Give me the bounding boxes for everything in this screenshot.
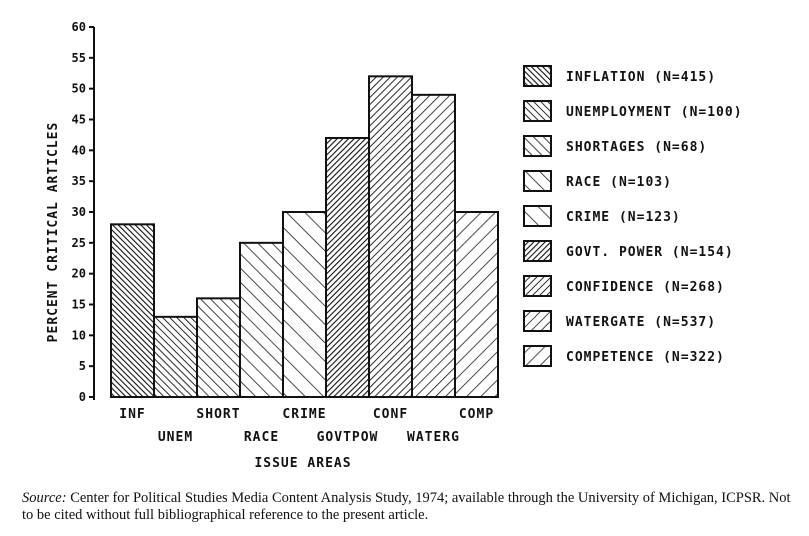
- legend-entry: CRIME (N=123): [566, 210, 681, 225]
- y-axis-label: PERCENT CRITICAL ARTICLES: [46, 122, 61, 343]
- legend-swatch: [523, 275, 552, 297]
- y-tick-label: 40: [72, 143, 86, 157]
- legend-swatch: [523, 100, 552, 122]
- bars: [110, 75, 499, 399]
- legend-swatch: [523, 135, 552, 157]
- legend-entry: INFLATION (N=415): [566, 70, 716, 85]
- x-tick-label: CRIME: [282, 407, 326, 422]
- bar-govtpow: [325, 137, 370, 398]
- y-tick-label: 30: [72, 205, 86, 219]
- legend-entry: WATERGATE (N=537): [566, 315, 716, 330]
- legend-entry: COMPETENCE (N=322): [566, 350, 725, 365]
- legend-swatch: [523, 205, 552, 227]
- source-note: Source: Center for Political Studies Med…: [22, 490, 792, 524]
- y-tick-label: 25: [72, 236, 86, 250]
- legend-entry: CONFIDENCE (N=268): [566, 280, 725, 295]
- bar-short: [196, 297, 241, 399]
- y-tick-label: 10: [72, 328, 86, 342]
- legend-swatch: [523, 170, 552, 192]
- x-tick-label: RACE: [244, 430, 279, 445]
- bar-conf: [368, 75, 413, 398]
- y-tick-label: 35: [72, 174, 86, 188]
- legend-swatch: [523, 345, 552, 367]
- bar-race: [239, 241, 284, 398]
- y-tick-label: 20: [72, 267, 86, 281]
- x-tick-label: INF: [119, 407, 145, 422]
- y-tick-label: 15: [72, 298, 86, 312]
- x-tick-label: UNEM: [158, 430, 193, 445]
- legend-entry: GOVT. POWER (N=154): [566, 245, 734, 260]
- legend: INFLATION (N=415) UNEMPLOYMENT (N=100) SHO…: [523, 65, 743, 367]
- x-tick-label: CONF: [373, 407, 408, 422]
- legend-swatch: [523, 65, 552, 87]
- legend-entry: RACE (N=103): [566, 175, 672, 190]
- x-axis-label: ISSUE AREAS: [254, 456, 351, 471]
- legend-entry: SHORTAGES (N=68): [566, 140, 707, 155]
- x-tick-label: GOVTPOW: [317, 430, 379, 445]
- bar-crime: [282, 211, 327, 398]
- y-tick-label: 50: [72, 82, 86, 96]
- legend-swatch: [523, 310, 552, 332]
- y-axis: 0 5 10 15 20 25 30 35 40 45 50 55 60: [72, 20, 95, 404]
- bar-inf: [110, 223, 155, 398]
- bar-unem: [153, 315, 198, 399]
- y-tick-label: 60: [72, 20, 86, 34]
- y-tick-label: 5: [79, 359, 86, 373]
- y-tick-label: 45: [72, 113, 86, 127]
- y-tick-label: 55: [72, 51, 86, 65]
- bar-comp: [454, 211, 499, 398]
- x-tick-label: SHORT: [196, 407, 240, 422]
- bar-waterg: [411, 93, 456, 398]
- x-tick-label: COMP: [459, 407, 494, 422]
- legend-entry: UNEMPLOYMENT (N=100): [566, 105, 743, 120]
- source-label: Source:: [22, 490, 67, 506]
- legend-swatch: [523, 240, 552, 262]
- source-text: Center for Political Studies Media Conte…: [22, 490, 791, 523]
- x-tick-label: WATERG: [407, 430, 460, 445]
- y-tick-label: 0: [79, 390, 86, 404]
